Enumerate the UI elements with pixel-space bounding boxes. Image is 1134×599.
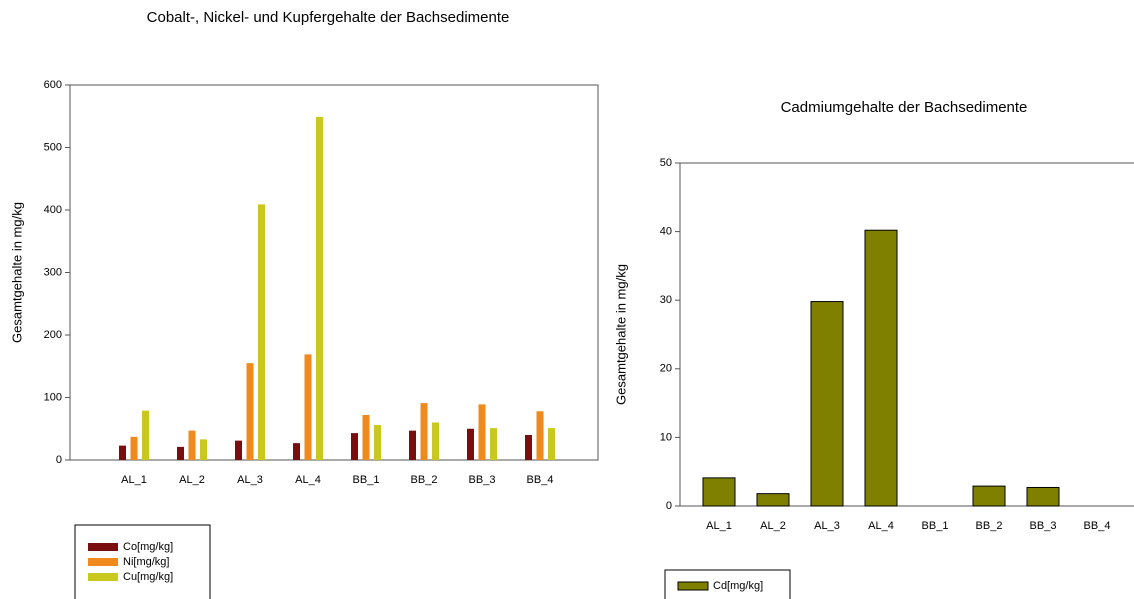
y-tick-label: 0 (666, 500, 672, 512)
x-tick-label: BB_1 (922, 520, 949, 532)
y-tick-label: 300 (44, 266, 62, 278)
bar (536, 411, 544, 460)
x-tick-label: BB_3 (1030, 520, 1057, 532)
y-tick-label: 400 (44, 204, 62, 216)
bar (420, 403, 428, 460)
legend-label: Co[mg/kg] (123, 541, 173, 553)
chart-title: Cadmiumgehalte der Bachsedimente (781, 99, 1028, 116)
y-tick-label: 600 (44, 79, 62, 91)
x-tick-label: BB_2 (411, 474, 438, 486)
bar (362, 415, 370, 460)
chart-title: Cobalt-, Nickel- und Kupfergehalte der B… (147, 9, 510, 26)
x-tick-label: AL_3 (814, 520, 840, 532)
x-tick-label: BB_1 (353, 474, 380, 486)
bar (246, 363, 254, 460)
y-tick-label: 10 (660, 431, 672, 443)
bar (409, 430, 416, 460)
y-tick-label: 20 (660, 363, 672, 375)
bar (756, 493, 790, 507)
bar (188, 430, 196, 460)
y-tick-label: 40 (660, 226, 672, 238)
x-tick-label: AL_4 (295, 474, 321, 486)
x-tick-label: AL_1 (121, 474, 147, 486)
x-tick-label: BB_4 (1084, 520, 1111, 532)
x-tick-label: AL_4 (868, 520, 894, 532)
x-tick-label: AL_2 (760, 520, 786, 532)
legend-box (74, 524, 211, 599)
bar (351, 433, 358, 460)
y-axis-label: Gesamtgehalte in mg/kg (9, 202, 24, 343)
x-tick-label: BB_3 (469, 474, 496, 486)
x-tick-label: AL_3 (237, 474, 263, 486)
y-tick-label: 0 (56, 454, 62, 466)
bar (432, 422, 439, 460)
bar (702, 477, 736, 507)
legend-swatch (88, 573, 118, 581)
x-tick-label: AL_2 (179, 474, 205, 486)
bar (972, 485, 1006, 507)
y-axis-label: Gesamtgehalte in mg/kg (613, 264, 628, 405)
y-tick-label: 200 (44, 329, 62, 341)
bar (864, 229, 898, 507)
bar (810, 301, 844, 507)
bar (478, 404, 486, 460)
x-tick-label: BB_2 (976, 520, 1003, 532)
legend-label: Cu[mg/kg] (123, 571, 173, 583)
bar (467, 428, 474, 460)
y-tick-label: 100 (44, 391, 62, 403)
bar (374, 425, 381, 460)
legend-swatch (88, 543, 118, 551)
legend-swatch (88, 558, 118, 566)
bar (490, 428, 497, 460)
bar (548, 428, 555, 460)
plot-frame (679, 162, 1134, 507)
bar (119, 445, 126, 460)
bar (316, 116, 323, 460)
bar (200, 439, 207, 460)
legend-label: Ni[mg/kg] (123, 556, 169, 568)
bar (235, 440, 242, 460)
plot-frame (69, 84, 599, 461)
bar (1026, 486, 1060, 507)
bar (142, 410, 149, 460)
bar (177, 446, 184, 460)
x-tick-label: BB_4 (527, 474, 554, 486)
y-tick-label: 50 (660, 157, 672, 169)
bar (258, 204, 265, 460)
legend-label: Cd[mg/kg] (713, 580, 763, 592)
y-tick-label: 30 (660, 294, 672, 306)
bar (525, 435, 532, 460)
bar (130, 436, 138, 460)
x-tick-label: AL_1 (706, 520, 732, 532)
bar (304, 354, 312, 460)
y-tick-label: 500 (44, 141, 62, 153)
legend-swatch (677, 581, 709, 591)
bar (293, 443, 300, 460)
